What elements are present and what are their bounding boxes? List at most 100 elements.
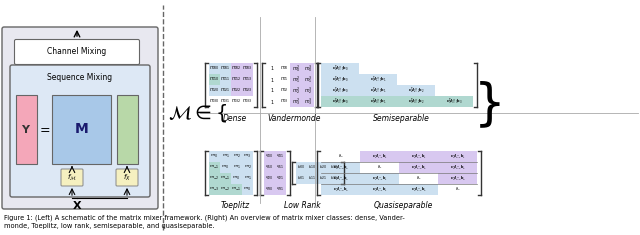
Text: monde, Toeplitz, low rank, semiseparable, and quasiseparable.: monde, Toeplitz, low rank, semiseparable… [4,223,214,229]
Text: $k_{30}$: $k_{30}$ [330,164,339,171]
Text: Semiseparable: Semiseparable [372,114,429,123]
Bar [360,184,399,195]
Text: $m_{01}$: $m_{01}$ [220,65,231,72]
Text: $q_{11}$: $q_{11}$ [276,164,285,171]
Text: $\mathbf{c}_2^T\!A_{2:2}^\times\!\mathbf{b}_2$: $\mathbf{c}_2^T\!A_{2:2}^\times\!\mathbf… [408,85,424,96]
Bar [264,162,275,173]
Text: $k_{11}$: $k_{11}$ [308,175,317,182]
Text: $m_2^3$: $m_2^3$ [304,85,312,96]
Text: $\mathbf{c}_1^T\!A_{1:0}^\times\!\mathbf{b}_0$: $\mathbf{c}_1^T\!A_{1:0}^\times\!\mathbf… [332,74,348,85]
Bar [360,162,399,173]
Text: $m_{10}$: $m_{10}$ [209,75,220,83]
Bar [302,96,314,107]
Text: $1$: $1$ [269,75,275,83]
Bar [266,96,278,107]
Text: $q_{10}$: $q_{10}$ [265,164,274,171]
Bar [209,173,220,184]
Bar [438,151,477,162]
Text: $m_{13}$: $m_{13}$ [243,75,253,83]
Bar [359,96,397,107]
Bar [275,184,286,195]
Bar [242,173,253,184]
Text: $m_{33}$: $m_{33}$ [243,98,253,106]
Bar [321,173,360,184]
Text: $m_{31}$: $m_{31}$ [220,98,231,106]
Bar [360,151,399,162]
Text: Figure 1: (Left) A schematic of the matrix mixer framework. (Right) An overview : Figure 1: (Left) A schematic of the matr… [4,215,404,221]
Bar [278,85,290,96]
Text: $\mathbf{X}$: $\mathbf{X}$ [72,199,82,211]
Bar [242,63,253,74]
Bar [231,74,242,85]
Text: $m_{11}$: $m_{11}$ [220,75,231,83]
Text: $\mathbf{c}_2^T\!A_{2:1}^\times\!\mathbf{b}_1$: $\mathbf{c}_2^T\!A_{2:1}^\times\!\mathbf… [370,85,386,96]
Text: $k_{01}$: $k_{01}$ [298,175,305,182]
Bar [242,151,253,162]
Text: $m_{-3}$: $m_{-3}$ [209,186,220,193]
Text: $m_{03}$: $m_{03}$ [243,65,253,72]
Text: $\mathbf{c}_2^T\!A_{2:2}^\times\!\mathbf{b}_2$: $\mathbf{c}_2^T\!A_{2:2}^\times\!\mathbf… [411,163,426,172]
Bar [266,85,278,96]
FancyBboxPatch shape [10,65,150,197]
Bar [278,96,290,107]
Bar [275,162,286,173]
Text: $1$: $1$ [269,64,275,73]
Text: $m_{-1}$: $m_{-1}$ [220,175,231,182]
Text: $f_X$: $f_X$ [123,172,131,183]
Bar [209,85,220,96]
Bar [278,63,290,74]
Text: $\mathbf{M}$: $\mathbf{M}$ [74,122,88,136]
Text: $k_{20}$: $k_{20}$ [319,164,328,171]
Text: $m_{23}$: $m_{23}$ [243,86,253,94]
Bar [318,173,329,184]
FancyBboxPatch shape [61,169,83,186]
Bar [209,184,220,195]
Bar [209,63,220,74]
Text: $q_{00}$: $q_{00}$ [265,153,274,161]
Text: $m_0^3$: $m_0^3$ [304,63,312,74]
Text: Toeplitz: Toeplitz [220,201,250,210]
Bar [359,74,397,85]
Bar [399,184,438,195]
Bar [290,74,302,85]
Bar [360,173,399,184]
FancyBboxPatch shape [2,27,158,209]
Bar [321,162,360,173]
Text: $\mathbf{c}_2^T\!A_{2:0}^\times\!\mathbf{b}_0$: $\mathbf{c}_2^T\!A_{2:0}^\times\!\mathbf… [333,185,348,194]
Bar [220,85,231,96]
Text: $m_2^2$: $m_2^2$ [292,85,300,96]
Bar [399,151,438,162]
Text: Sequence Mixing: Sequence Mixing [47,73,113,82]
Bar [220,173,231,184]
Bar [264,184,275,195]
Text: $q_{31}$: $q_{31}$ [276,186,285,193]
Bar [302,63,314,74]
Bar [399,162,438,173]
Text: $m_{21}$: $m_{21}$ [220,86,231,94]
Text: $m_{22}$: $m_{22}$ [231,86,242,94]
Bar [321,85,359,96]
Text: Channel Mixing: Channel Mixing [47,47,107,56]
Bar [290,85,302,96]
Text: $q_{30}$: $q_{30}$ [265,186,274,193]
Text: $\mathbf{c}_2^T\!A_{2:0}^\times\!\mathbf{b}_0$: $\mathbf{c}_2^T\!A_{2:0}^\times\!\mathbf… [332,85,348,96]
Bar [275,173,286,184]
Text: $m_{-1}$: $m_{-1}$ [209,164,220,171]
Text: $q_{20}$: $q_{20}$ [265,175,274,182]
Bar [275,151,286,162]
Text: $\mathbf{c}_3^T\!A_{3:3}^\times\!\mathbf{b}_3$: $\mathbf{c}_3^T\!A_{3:3}^\times\!\mathbf… [446,96,462,107]
Text: $\delta_0$: $\delta_0$ [338,153,343,160]
Bar [220,151,231,162]
Text: $\mathbf{c}_2^T\!A_{2:1}^\times\!\mathbf{b}_1$: $\mathbf{c}_2^T\!A_{2:1}^\times\!\mathbf… [372,185,387,194]
Text: $m_{02}$: $m_{02}$ [231,65,242,72]
Text: $f_\mathcal{M}$: $f_\mathcal{M}$ [67,172,77,183]
Bar [438,173,477,184]
FancyBboxPatch shape [51,94,111,164]
Bar [321,74,359,85]
Bar [266,74,278,85]
Text: $m_2$: $m_2$ [280,86,288,94]
Bar [438,184,477,195]
Text: $\mathbf{c}_1^T\!A_{1:1}^\times\!\mathbf{b}_1$: $\mathbf{c}_1^T\!A_{1:1}^\times\!\mathbf… [370,74,386,85]
Text: $1$: $1$ [269,86,275,94]
Bar [266,63,278,74]
